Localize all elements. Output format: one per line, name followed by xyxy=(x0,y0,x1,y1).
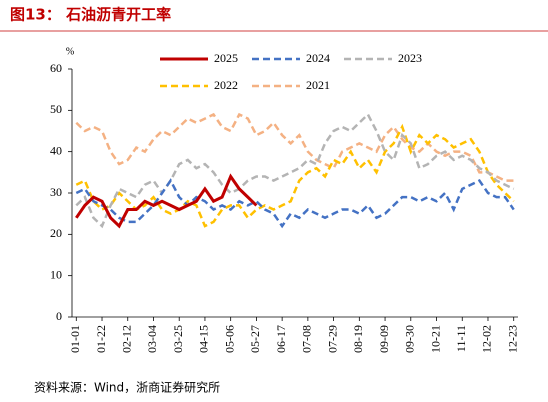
x-tick-label: 07-08 xyxy=(300,325,314,353)
legend-label: 2023 xyxy=(398,51,422,65)
x-tick-label: 11-11 xyxy=(454,325,468,352)
x-tick-label: 01-01 xyxy=(68,325,82,353)
x-tick-label: 09-30 xyxy=(403,325,417,353)
y-tick-label: 50 xyxy=(50,102,62,116)
x-tick-label: 02-12 xyxy=(120,325,134,353)
x-tick-label: 08-19 xyxy=(351,325,365,353)
legend-label: 2021 xyxy=(306,78,330,92)
legend-label: 2025 xyxy=(214,51,238,65)
y-tick-label: 10 xyxy=(50,267,62,281)
x-tick-label: 09-09 xyxy=(377,325,391,353)
series-line xyxy=(75,112,514,182)
series-line xyxy=(75,173,258,229)
x-tick-label: 10-21 xyxy=(428,325,442,353)
y-tick-label: 60 xyxy=(50,61,62,75)
y-tick-label: 40 xyxy=(50,143,62,157)
x-tick-label: 03-25 xyxy=(171,325,185,353)
legend-label: 2024 xyxy=(306,51,330,65)
x-tick-label: 12-23 xyxy=(505,325,519,353)
source-note: 资料来源：Wind，浙商证券研究所 xyxy=(34,380,220,395)
x-tick-label: 05-06 xyxy=(222,325,236,353)
series-line xyxy=(75,178,515,229)
y-axis-unit: % xyxy=(66,46,74,57)
chart-title: 图13： 石油沥青开工率 xyxy=(10,6,171,24)
x-tick-label: 04-15 xyxy=(197,325,211,353)
y-tick-label: 30 xyxy=(50,185,62,199)
x-tick-label: 05-27 xyxy=(248,325,262,353)
legend-label: 2022 xyxy=(214,78,238,92)
series-line xyxy=(75,123,515,228)
x-tick-label: 06-17 xyxy=(274,325,288,353)
x-tick-label: 12-02 xyxy=(480,325,494,353)
series-line xyxy=(75,112,515,229)
y-tick-label: 0 xyxy=(56,309,62,323)
x-tick-label: 07-29 xyxy=(325,325,339,353)
y-tick-label: 20 xyxy=(50,226,62,240)
x-tick-label: 01-22 xyxy=(94,325,108,353)
x-tick-label: 03-04 xyxy=(145,325,159,353)
